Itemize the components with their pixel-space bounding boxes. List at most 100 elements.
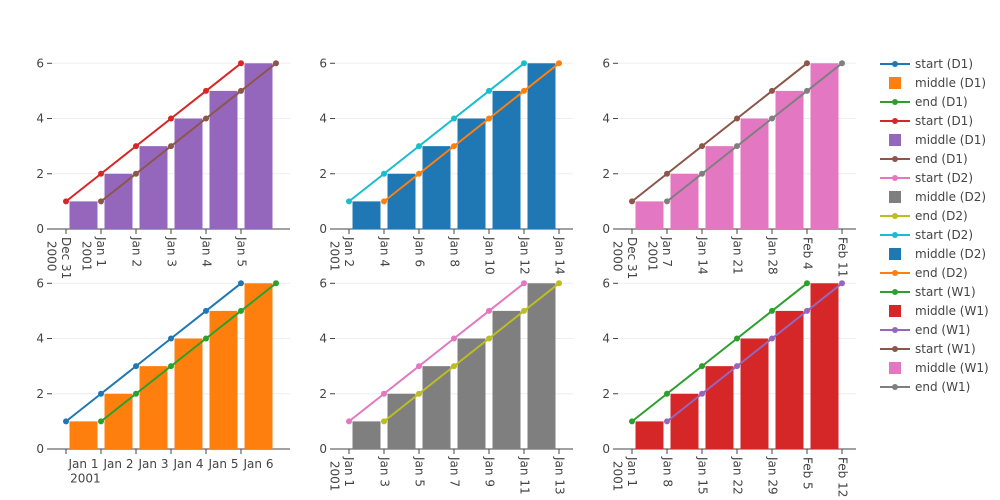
bar	[810, 63, 839, 230]
y-tick-label: 4	[36, 332, 44, 346]
legend-item[interactable]: start (D2)	[880, 228, 973, 242]
marker	[238, 280, 244, 287]
line	[631, 282, 808, 423]
bar	[492, 90, 521, 230]
legend-item[interactable]: middle (D2)	[889, 247, 986, 261]
legend-swatch	[892, 289, 898, 295]
x-tick-label: Jan 1 2001	[328, 456, 356, 491]
marker	[238, 307, 244, 314]
legend-label: start (D1)	[915, 57, 973, 71]
marker	[381, 170, 387, 177]
line	[100, 62, 277, 203]
legend-item[interactable]: end (D2)	[880, 209, 968, 223]
x-tick-label: Jan 29	[766, 456, 780, 495]
x-tick-label: Jan 10	[483, 236, 497, 275]
marker	[168, 115, 174, 122]
marker	[804, 87, 810, 94]
marker	[168, 363, 174, 370]
line	[100, 282, 277, 423]
marker	[629, 198, 635, 205]
y-tick-label: 0	[602, 442, 610, 456]
marker	[521, 280, 527, 287]
marker	[273, 60, 279, 67]
legend-item[interactable]: start (D2)	[880, 171, 973, 185]
y-tick-label: 4	[602, 332, 610, 346]
bar	[810, 283, 839, 449]
x-tick-label: Jan 14	[553, 236, 567, 275]
plot-area	[346, 60, 562, 230]
legend-item[interactable]: middle (D2)	[889, 190, 986, 204]
marker	[699, 143, 705, 150]
marker	[521, 307, 527, 314]
marker	[451, 335, 457, 342]
legend-swatch	[889, 305, 901, 317]
bar	[422, 366, 451, 449]
x-tick-label: Dec 31 2000	[611, 237, 639, 279]
legend-item[interactable]: middle (W1)	[889, 361, 989, 375]
bar	[492, 310, 521, 449]
x-tick-label: Jan 3	[165, 236, 179, 267]
marker	[769, 115, 775, 122]
marker	[98, 390, 104, 397]
bar	[174, 118, 203, 229]
legend-label: end (D2)	[915, 209, 968, 223]
legend-swatch	[892, 384, 898, 390]
marker	[486, 115, 492, 122]
marker	[203, 87, 209, 94]
legend-item[interactable]: middle (D1)	[889, 133, 986, 147]
y-tick-label: 6	[602, 56, 610, 70]
x-tick-label: Jan 5	[413, 456, 427, 487]
legend-item[interactable]: middle (W1)	[889, 304, 989, 318]
bar	[457, 338, 486, 449]
legend-item[interactable]: end (D1)	[880, 152, 968, 166]
bar	[635, 201, 664, 229]
y-tick-label: 6	[36, 56, 44, 70]
x-tick-label: Jan 1 2001	[80, 236, 108, 271]
y-tick-label: 6	[319, 56, 327, 70]
line	[383, 282, 560, 423]
legend-item[interactable]: middle (D1)	[889, 76, 986, 90]
marker	[416, 143, 422, 150]
plot-area	[63, 280, 279, 449]
subplot: 0 2 4 6 Dec 31 2000 Jan 1 2001 Jan 2 Jan 3 Jan 4…	[36, 56, 290, 279]
y-tick-label: 4	[319, 332, 327, 346]
legend-label: middle (W1)	[915, 304, 989, 318]
line	[666, 62, 843, 203]
legend-swatch	[892, 270, 898, 276]
legend-label: start (W1)	[915, 285, 976, 299]
bar	[527, 283, 556, 449]
x-tick-label: Dec 31 2000	[45, 237, 73, 279]
bar	[209, 310, 238, 449]
x-tick-label: Jan 7	[448, 456, 462, 487]
marker	[486, 335, 492, 342]
marker	[734, 363, 740, 370]
legend-item[interactable]: start (W1)	[880, 342, 976, 356]
marker	[273, 280, 279, 287]
legend-item[interactable]: start (D1)	[880, 114, 973, 128]
subplot: 0 2 4 6 Jan 2 2001 Jan 4 Jan 6 Jan 8 Jan 10 Jan 1…	[319, 56, 573, 275]
bar	[352, 201, 381, 229]
y-tick-label: 2	[602, 387, 610, 401]
marker	[346, 198, 352, 205]
marker	[63, 418, 69, 425]
plot-area	[346, 280, 562, 449]
marker	[769, 307, 775, 314]
legend-item[interactable]: end (D1)	[880, 95, 968, 109]
bar	[139, 366, 168, 449]
legend-item[interactable]: end (W1)	[880, 380, 970, 394]
marker	[168, 335, 174, 342]
marker	[203, 335, 209, 342]
legend-item[interactable]: end (W1)	[880, 323, 970, 337]
legend-item[interactable]: start (W1)	[880, 285, 976, 299]
legend-item[interactable]: start (D1)	[880, 57, 973, 71]
legend-label: start (W1)	[915, 342, 976, 356]
x-tick-label: Jan 5	[235, 236, 249, 267]
y-tick-label: 2	[319, 387, 327, 401]
x-tick-label: Jan 2	[103, 457, 134, 471]
legend-item[interactable]: end (D2)	[880, 266, 968, 280]
marker	[699, 170, 705, 177]
marker	[804, 280, 810, 287]
bar	[244, 63, 273, 230]
line	[383, 62, 560, 203]
x-tick-label: Feb 5	[801, 457, 815, 490]
